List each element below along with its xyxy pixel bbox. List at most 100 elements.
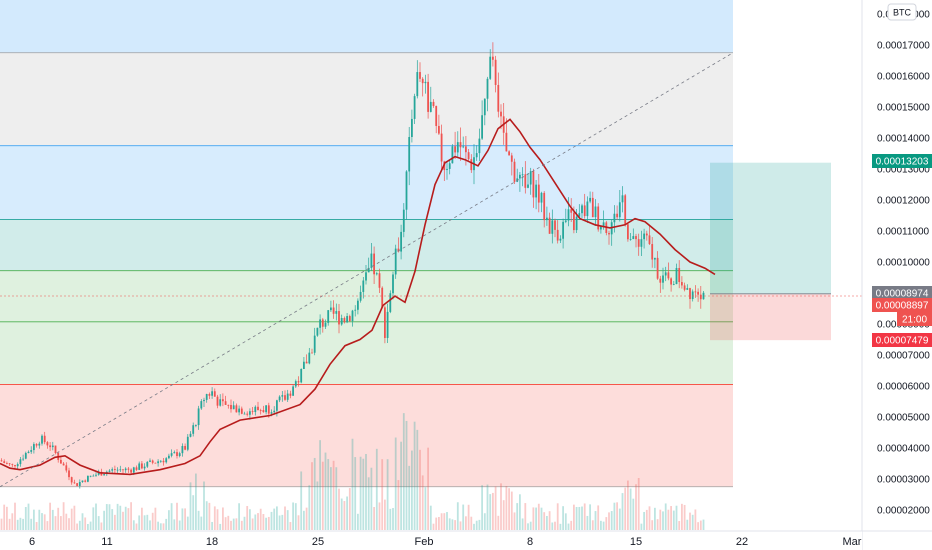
candle-body bbox=[637, 239, 640, 247]
candle-body bbox=[459, 142, 462, 148]
volume-bar bbox=[505, 486, 508, 530]
volume-bar bbox=[338, 488, 340, 530]
candle-body bbox=[451, 146, 454, 164]
fibonacci-retracement[interactable] bbox=[0, 0, 733, 488]
volume-bar bbox=[670, 506, 672, 530]
candle-body bbox=[327, 310, 330, 323]
currency-button[interactable]: BTC bbox=[887, 3, 917, 21]
time-axis[interactable]: 6 11 18 25 Feb 8 15 22 Mar bbox=[29, 536, 862, 548]
trend-line[interactable] bbox=[0, 52, 734, 488]
volume-bar bbox=[305, 507, 308, 530]
candle-body bbox=[116, 469, 119, 471]
candle-body bbox=[154, 462, 157, 464]
volume-bar bbox=[173, 519, 176, 530]
candle-body bbox=[238, 408, 240, 413]
candle-body bbox=[521, 174, 524, 176]
candle-body bbox=[559, 238, 562, 241]
volume-bar bbox=[235, 518, 238, 530]
price-axis-background[interactable] bbox=[862, 0, 932, 530]
volume-bar bbox=[292, 502, 294, 530]
candle-body bbox=[370, 253, 373, 268]
candle-body bbox=[122, 469, 124, 471]
volume-bar bbox=[8, 518, 11, 530]
volume-bar bbox=[265, 517, 267, 530]
volume-bar bbox=[170, 503, 173, 530]
time-axis-background[interactable] bbox=[0, 531, 862, 550]
volume-bar bbox=[640, 523, 643, 530]
candle-body bbox=[583, 205, 586, 217]
volume-bar bbox=[508, 488, 510, 530]
volume-bar bbox=[16, 519, 19, 530]
volume-bar bbox=[230, 520, 232, 530]
moving-average bbox=[0, 118, 716, 476]
candle-body bbox=[456, 142, 459, 153]
volume-bar bbox=[686, 519, 689, 530]
last-price-value: 0.00008897 bbox=[876, 301, 929, 312]
volume-bar bbox=[378, 502, 381, 530]
candle-body bbox=[402, 209, 405, 232]
candle-body bbox=[124, 468, 127, 471]
volume-bar bbox=[402, 413, 405, 530]
volume-bar bbox=[683, 504, 686, 530]
volume-bar bbox=[362, 458, 365, 530]
volume-bar bbox=[181, 508, 184, 530]
volume-bar bbox=[300, 471, 303, 530]
candle-body bbox=[38, 443, 41, 446]
candle-body bbox=[394, 248, 397, 275]
volume-bar bbox=[681, 503, 683, 530]
volume-bar bbox=[43, 514, 46, 530]
candle-body bbox=[33, 444, 35, 451]
volume-bar bbox=[27, 503, 30, 530]
volume-bar bbox=[227, 515, 230, 530]
candle-body bbox=[432, 101, 435, 106]
volume-bar bbox=[251, 518, 254, 530]
volume-bar bbox=[87, 523, 89, 530]
volume-bar bbox=[492, 492, 494, 530]
candle-body bbox=[324, 322, 327, 327]
volume-bar bbox=[111, 509, 114, 530]
volume-bar bbox=[532, 507, 535, 530]
volume-bar bbox=[429, 505, 432, 530]
candle-body bbox=[292, 386, 294, 396]
candle-body bbox=[173, 452, 176, 454]
volume-bar bbox=[294, 503, 297, 530]
candle-body bbox=[165, 458, 168, 463]
candle-body bbox=[448, 163, 451, 169]
candle-body bbox=[270, 412, 273, 414]
volume-bar bbox=[608, 512, 610, 530]
volume-bar bbox=[440, 513, 443, 530]
volume-bar bbox=[76, 523, 78, 530]
candle-body bbox=[224, 401, 227, 405]
candle-body bbox=[203, 399, 205, 402]
currency-button-label: BTC bbox=[893, 8, 912, 18]
candle-body bbox=[505, 132, 508, 152]
volume-bar bbox=[470, 516, 473, 530]
candle-body bbox=[78, 481, 81, 486]
candle-body bbox=[159, 460, 162, 462]
candle-body bbox=[532, 171, 535, 198]
volume-bar bbox=[635, 484, 637, 530]
fib-zone bbox=[0, 219, 733, 271]
volume-bar bbox=[408, 465, 411, 530]
volume-bar bbox=[448, 518, 451, 530]
long-position-tool[interactable] bbox=[710, 162, 831, 341]
volume-bar bbox=[157, 521, 159, 530]
volume-bar bbox=[105, 504, 108, 530]
volume-bar bbox=[35, 522, 38, 530]
volume-bar bbox=[605, 517, 608, 530]
candle-body bbox=[108, 470, 111, 472]
volume-bar bbox=[284, 506, 286, 530]
volume-bar bbox=[24, 506, 27, 530]
candle-body bbox=[384, 307, 386, 338]
price-tick-label: 0.00013000 bbox=[877, 165, 930, 176]
volume-bar bbox=[365, 453, 367, 530]
candle-body bbox=[192, 425, 195, 434]
candle-body bbox=[286, 393, 289, 400]
volume-bar bbox=[200, 516, 203, 530]
volume-bar bbox=[340, 498, 343, 530]
candle-body bbox=[321, 319, 324, 327]
candle-body bbox=[92, 475, 95, 477]
candle-body bbox=[400, 231, 402, 252]
volume-bar bbox=[130, 502, 132, 530]
